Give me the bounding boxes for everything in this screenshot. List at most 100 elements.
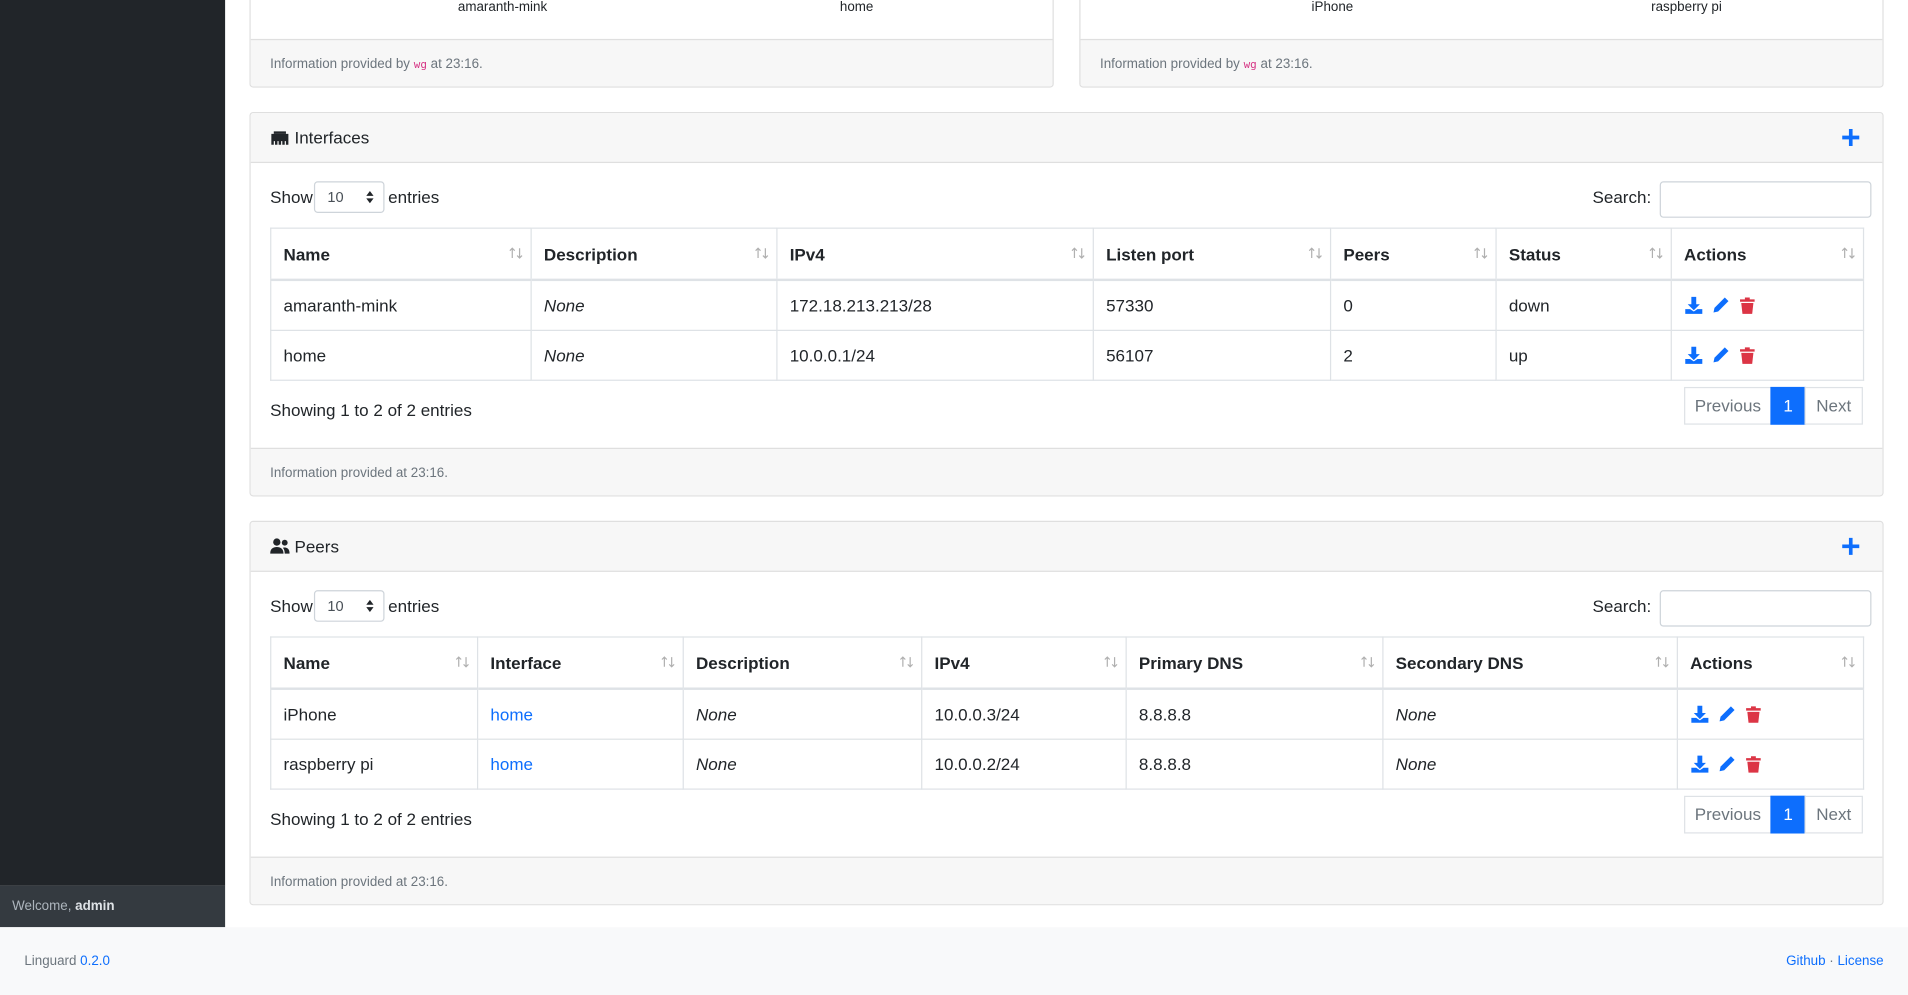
footer-prefix: Information provided by [1099,57,1240,72]
cell-text: 56107 [1106,345,1154,366]
sort-icon [755,247,769,259]
delete-button[interactable] [1744,705,1763,724]
cell-link[interactable]: home [490,754,533,774]
sidebar [0,0,226,886]
column-header[interactable]: Description [530,227,778,282]
select-caret [366,599,374,613]
header-row: Name Description IPv4 Listen port Peers Statu… [270,227,1865,282]
actions-cell [1676,738,1865,790]
add-button[interactable] [1841,128,1860,147]
footer-suffix: at 23:16. [430,57,483,72]
summary-item: home [839,0,874,15]
column-title: Name [283,243,330,264]
download-button[interactable] [1690,705,1709,724]
search-input[interactable] [1659,181,1872,218]
page-button[interactable]: Previous [1684,795,1772,834]
cell-text: 10.0.0.1/24 [789,345,875,366]
page-size-select[interactable]: 10 [313,181,385,213]
column-header[interactable]: Peers [1329,227,1497,282]
cell-link[interactable]: home [490,704,533,724]
table-cell: amaranth-mink [270,279,532,331]
table-cell: None [530,279,778,331]
download-button[interactable] [1684,296,1703,315]
tbody: amaranth-mink None 172.18.213.213/28 57330 0… [270,279,1865,381]
add-button[interactable] [1841,537,1860,556]
page-button[interactable]: Previous [1684,386,1772,425]
table-cell: 57330 [1092,279,1332,331]
cell-text: down [1508,295,1550,316]
version-link[interactable]: 0.2.0 [80,953,110,969]
page-size-select[interactable]: 10 [313,590,385,622]
table-cell: 0 [1329,279,1497,331]
download-button[interactable] [1690,754,1709,773]
footer-links: Github · License [1786,954,1884,969]
page-button[interactable]: Next [1804,795,1863,834]
column-header[interactable]: Name [270,636,479,690]
download-button[interactable] [1684,346,1703,365]
table-cell: 10.0.0.1/24 [776,329,1094,381]
cell-text: iPhone [283,704,337,724]
page-button[interactable]: 1 [1770,795,1806,834]
search-input[interactable] [1659,590,1872,627]
column-header[interactable]: Name [270,227,532,282]
table-cell: None [682,738,923,790]
cell-text: raspberry pi [283,754,374,774]
column-title: Primary DNS [1138,652,1244,673]
card-title: Peers [294,536,339,557]
column-header[interactable]: Status [1495,227,1672,282]
cell-text: None [696,704,737,724]
show-label: Show [270,596,313,616]
table-cell: 56107 [1092,329,1332,381]
table-row: home None 10.0.0.1/24 56107 2 up [270,329,1865,381]
welcome-bar: Welcome, admin [0,885,226,928]
username: admin [75,899,115,914]
sort-icon [1474,247,1488,259]
github-link[interactable]: Github [1786,953,1826,969]
delete-button[interactable] [1744,754,1763,773]
license-link[interactable]: License [1837,953,1884,969]
cell-text: 172.18.213.213/28 [789,295,932,316]
column-header[interactable]: Primary DNS [1125,636,1384,690]
summary-item: iPhone [1311,0,1354,15]
search-label: Search: [1592,187,1652,207]
entries-label: entries [388,187,440,207]
delete-button[interactable] [1738,346,1757,365]
card-footer: Information provided at 23:16. [250,447,1883,496]
column-header[interactable]: IPv4 [921,636,1127,690]
card-title: Interfaces [294,127,370,148]
edit-button[interactable] [1717,705,1736,724]
column-header[interactable]: Secondary DNS [1382,636,1678,690]
cell-text: 0 [1343,295,1353,316]
column-header[interactable]: Listen port [1092,227,1332,282]
cell-text: 10.0.0.3/24 [934,704,1020,724]
footer-brand: Linguard 0.2.0 [24,954,110,969]
column-header[interactable]: Description [682,636,923,690]
column-title: Peers [1343,243,1390,264]
column-title: Status [1508,243,1561,264]
table-cell: 8.8.8.8 [1125,688,1384,740]
table-cell: None [1382,688,1678,740]
column-header[interactable]: Actions [1676,636,1865,690]
actions-cell [1676,688,1865,740]
section-icon [270,538,290,554]
column-header[interactable]: IPv4 [776,227,1094,282]
column-header[interactable]: Interface [476,636,684,690]
column-header[interactable]: Actions [1670,227,1865,282]
cell-text: 10.0.0.2/24 [934,754,1020,774]
delete-button[interactable] [1738,296,1757,315]
edit-button[interactable] [1717,754,1736,773]
edit-button[interactable] [1711,296,1730,315]
table-cell: up [1495,329,1672,381]
footer-prefix: Information provided by [270,57,411,72]
table-cell: 10.0.0.3/24 [921,688,1127,740]
page-button[interactable]: 1 [1770,386,1806,425]
separator: · [1829,953,1834,969]
edit-button[interactable] [1711,346,1730,365]
table-row: raspberry pi home None 10.0.0.2/24 8.8.8.8 No… [270,738,1865,790]
app-name: Linguard [24,953,77,969]
page-button[interactable]: Next [1804,386,1863,425]
cell-text: 8.8.8.8 [1138,704,1192,724]
cell-text: 57330 [1106,295,1154,316]
